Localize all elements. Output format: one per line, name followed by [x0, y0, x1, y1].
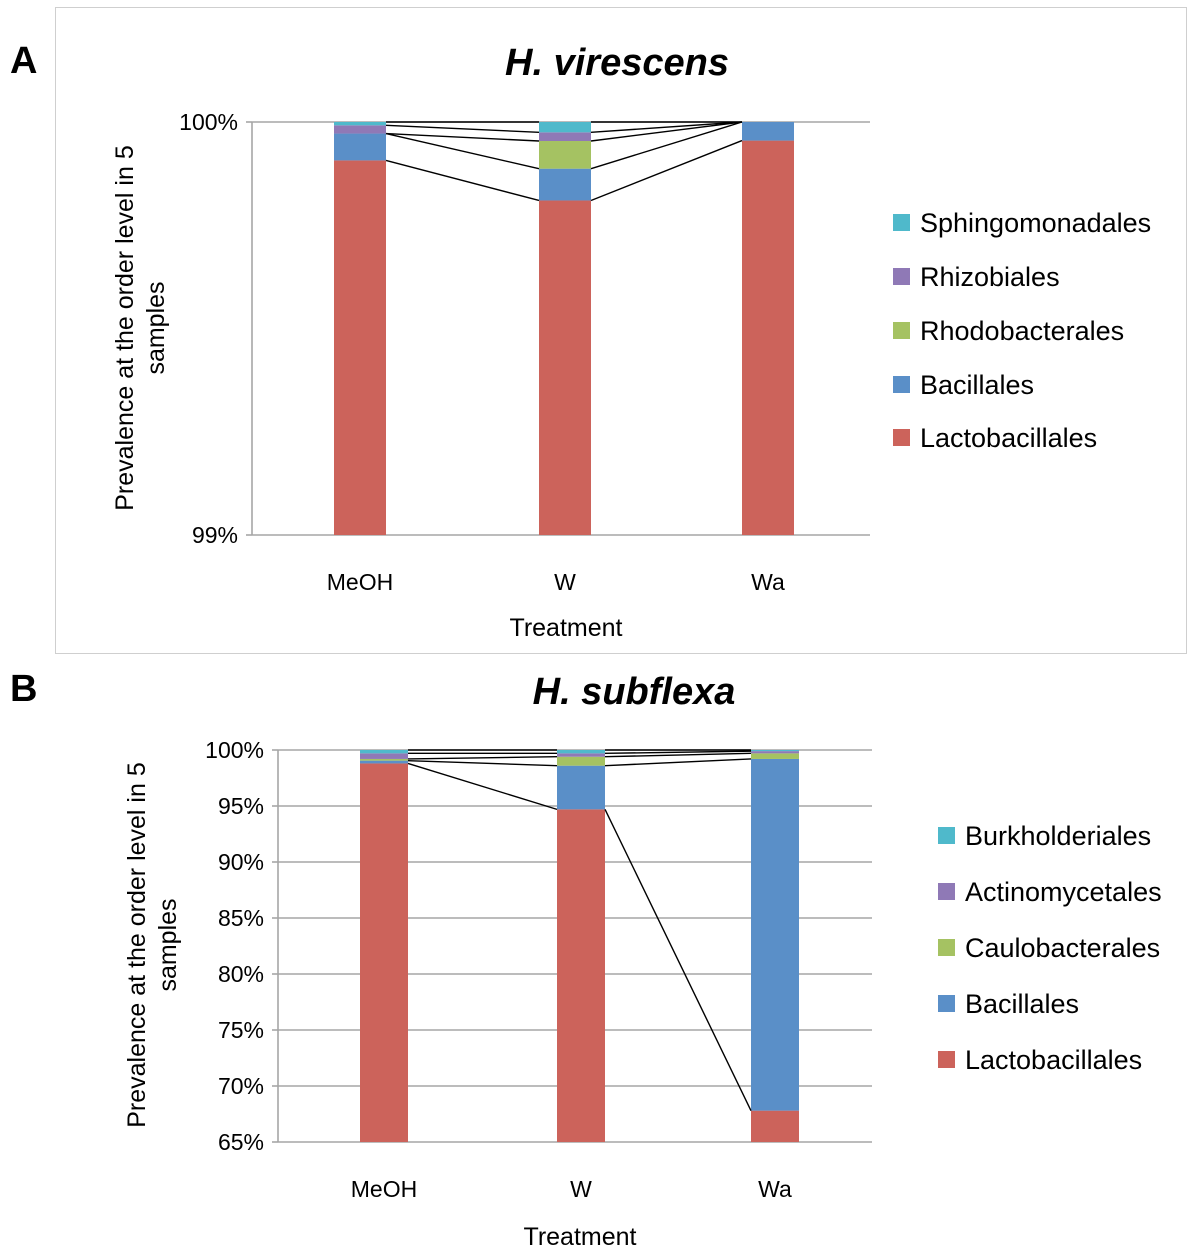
chart1-legend-label-Rhodobacterales: Rhodobacterales: [920, 316, 1124, 346]
chart1-legend-swatch-Rhodobacterales: [893, 322, 910, 339]
chart1-title: H. virescens: [505, 42, 729, 84]
chart2-bar-W-Lactobacillales: [557, 809, 605, 1142]
chart2-legend-label-Bacillales: Bacillales: [965, 989, 1079, 1019]
chart2-xtick-label-1: W: [570, 1176, 592, 1202]
chart1-bar-MeOH-Bacillales: [334, 133, 386, 161]
chart2-ytick-label-4: 85%: [218, 905, 264, 931]
chart2-connector-Caulobacterales-0: [407, 756, 558, 760]
chart2-bar-W-Burkholderiales: [557, 750, 605, 754]
chart1-legend-label-Lactobacillales: Lactobacillales: [920, 423, 1097, 453]
chart2-bar-Wa-Caulobacterales: [751, 753, 799, 759]
chart2-legend-swatch-Actinomycetales: [938, 883, 955, 900]
chart1-bar-W-Rhizobiales: [539, 132, 591, 141]
chart2-legend-label-Caulobacterales: Caulobacterales: [965, 933, 1160, 963]
chart2-legend-swatch-Burkholderiales: [938, 827, 955, 844]
chart1-ylabel: Prevalence at the order level in 5 sample…: [111, 145, 170, 511]
chart1-bar-Wa-Lactobacillales: [742, 140, 794, 535]
chart1-xtick-label-1: W: [554, 569, 576, 595]
chart2-ytick-label-5: 90%: [218, 849, 264, 875]
chart1-connector-Lactobacillales-1: [590, 139, 743, 202]
chart1-bar-W-Rhodobacterales: [539, 140, 591, 169]
chart2-legend-swatch-Lactobacillales: [938, 1051, 955, 1068]
chart2-connector-Bacillales-0: [407, 759, 558, 767]
chart2-bar-MeOH-Burkholderiales: [360, 750, 408, 754]
chart2-bar-W-Actinomycetales: [557, 753, 605, 757]
chart2-xtick-label-0: MeOH: [351, 1176, 417, 1202]
chart2-bar-W-Caulobacterales: [557, 756, 605, 766]
chart2-ylabel-line1: Prevalence at the order level in 5: [123, 762, 151, 1128]
chart1-xtick-label-2: Wa: [751, 569, 785, 595]
chart1-ytick-label-0: 99%: [192, 522, 238, 548]
chart2-connector-Caulobacterales-1: [604, 752, 752, 758]
chart1-ylabel-line2: samples: [142, 281, 170, 374]
chart2-legend-label-Burkholderiales: Burkholderiales: [965, 821, 1151, 851]
chart2-bar-W-Bacillales: [557, 765, 605, 810]
chart2-connector-Actinomycetales-1: [604, 750, 752, 755]
chart2-legend-label-Actinomycetales: Actinomycetales: [965, 877, 1162, 907]
chart1-bar-Wa-Bacillales: [742, 122, 794, 141]
chart1-legend-swatch-Lactobacillales: [893, 429, 910, 446]
panel-label-b: B: [10, 668, 38, 710]
chart2-ytick-label-1: 70%: [218, 1073, 264, 1099]
chart2-title: H. subflexa: [533, 671, 736, 713]
chart1-ytick-label-1: 100%: [179, 109, 238, 135]
panel-a-frame: [55, 7, 1187, 654]
chart2-bar-Wa-Bacillales: [751, 758, 799, 1111]
chart2-connector-Lactobacillales-1: [604, 809, 752, 1111]
chart1-bar-MeOH-Sphingomonadales: [334, 122, 386, 126]
chart2-bar-MeOH-Lactobacillales: [360, 763, 408, 1142]
chart1-bar-W-Sphingomonadales: [539, 122, 591, 133]
chart1-xlabel: Treatment: [509, 614, 622, 642]
chart1-legend-swatch-Bacillales: [893, 376, 910, 393]
chart2-legend-label-Lactobacillales: Lactobacillales: [965, 1045, 1142, 1075]
panel-label-a: A: [10, 40, 38, 82]
chart1-bar-MeOH-Rhizobiales: [334, 125, 386, 134]
chart2-bar-MeOH-Bacillales: [360, 760, 408, 764]
chart1-legend-label-Sphingomonadales: Sphingomonadales: [920, 208, 1151, 238]
chart2-connector-Bacillales-1: [604, 758, 752, 767]
chart2-ytick-label-3: 80%: [218, 961, 264, 987]
chart2-xtick-label-2: Wa: [758, 1176, 792, 1202]
chart1-connector-Rhizobiales-1: [590, 121, 743, 134]
chart2-bar-MeOH-Caulobacterales: [360, 758, 408, 761]
chart1-ylabel-line1: Prevalence at the order level in 5: [111, 145, 139, 511]
chart2-ylabel: Prevalence at the order level in 5 sample…: [123, 762, 182, 1128]
chart2-ytick-label-0: 65%: [218, 1129, 264, 1155]
chart2-legend-swatch-Bacillales: [938, 995, 955, 1012]
chart2-ytick-label-6: 95%: [218, 793, 264, 819]
chart1-connector-Rhodobacterales-1: [590, 121, 743, 142]
chart1-bar-W-Lactobacillales: [539, 200, 591, 535]
chart2-ytick-label-2: 75%: [218, 1017, 264, 1043]
chart2-bar-MeOH-Actinomycetales: [360, 753, 408, 759]
chart1-legend-swatch-Sphingomonadales: [893, 214, 910, 231]
chart2-bar-Wa-Burkholderiales: [751, 750, 799, 752]
chart2-bar-Wa-Actinomycetales: [751, 751, 799, 754]
chart1-legend-label-Bacillales: Bacillales: [920, 370, 1034, 400]
chart2-ylabel-line2: samples: [154, 898, 182, 991]
chart2-legend-swatch-Caulobacterales: [938, 939, 955, 956]
chart2-connector-Lactobacillales-0: [407, 762, 558, 811]
chart1-connector-Rhodobacterales-0: [385, 132, 540, 142]
chart2-bar-Wa-Lactobacillales: [751, 1110, 799, 1142]
chart1-bar-W-Bacillales: [539, 168, 591, 201]
chart2-ytick-label-7: 100%: [205, 737, 264, 763]
chart1-connector-Lactobacillales-0: [385, 159, 540, 202]
chart1-bar-MeOH-Lactobacillales: [334, 160, 386, 535]
chart1-xtick-label-0: MeOH: [327, 569, 393, 595]
chart1-legend-label-Rhizobiales: Rhizobiales: [920, 262, 1060, 292]
chart1-legend-swatch-Rhizobiales: [893, 268, 910, 285]
chart2-xlabel: Treatment: [523, 1223, 636, 1250]
chart1-connector-Bacillales-0: [385, 132, 540, 170]
chart1-connector-Bacillales-1: [590, 121, 743, 170]
chart1-connector-Rhizobiales-0: [385, 124, 540, 134]
